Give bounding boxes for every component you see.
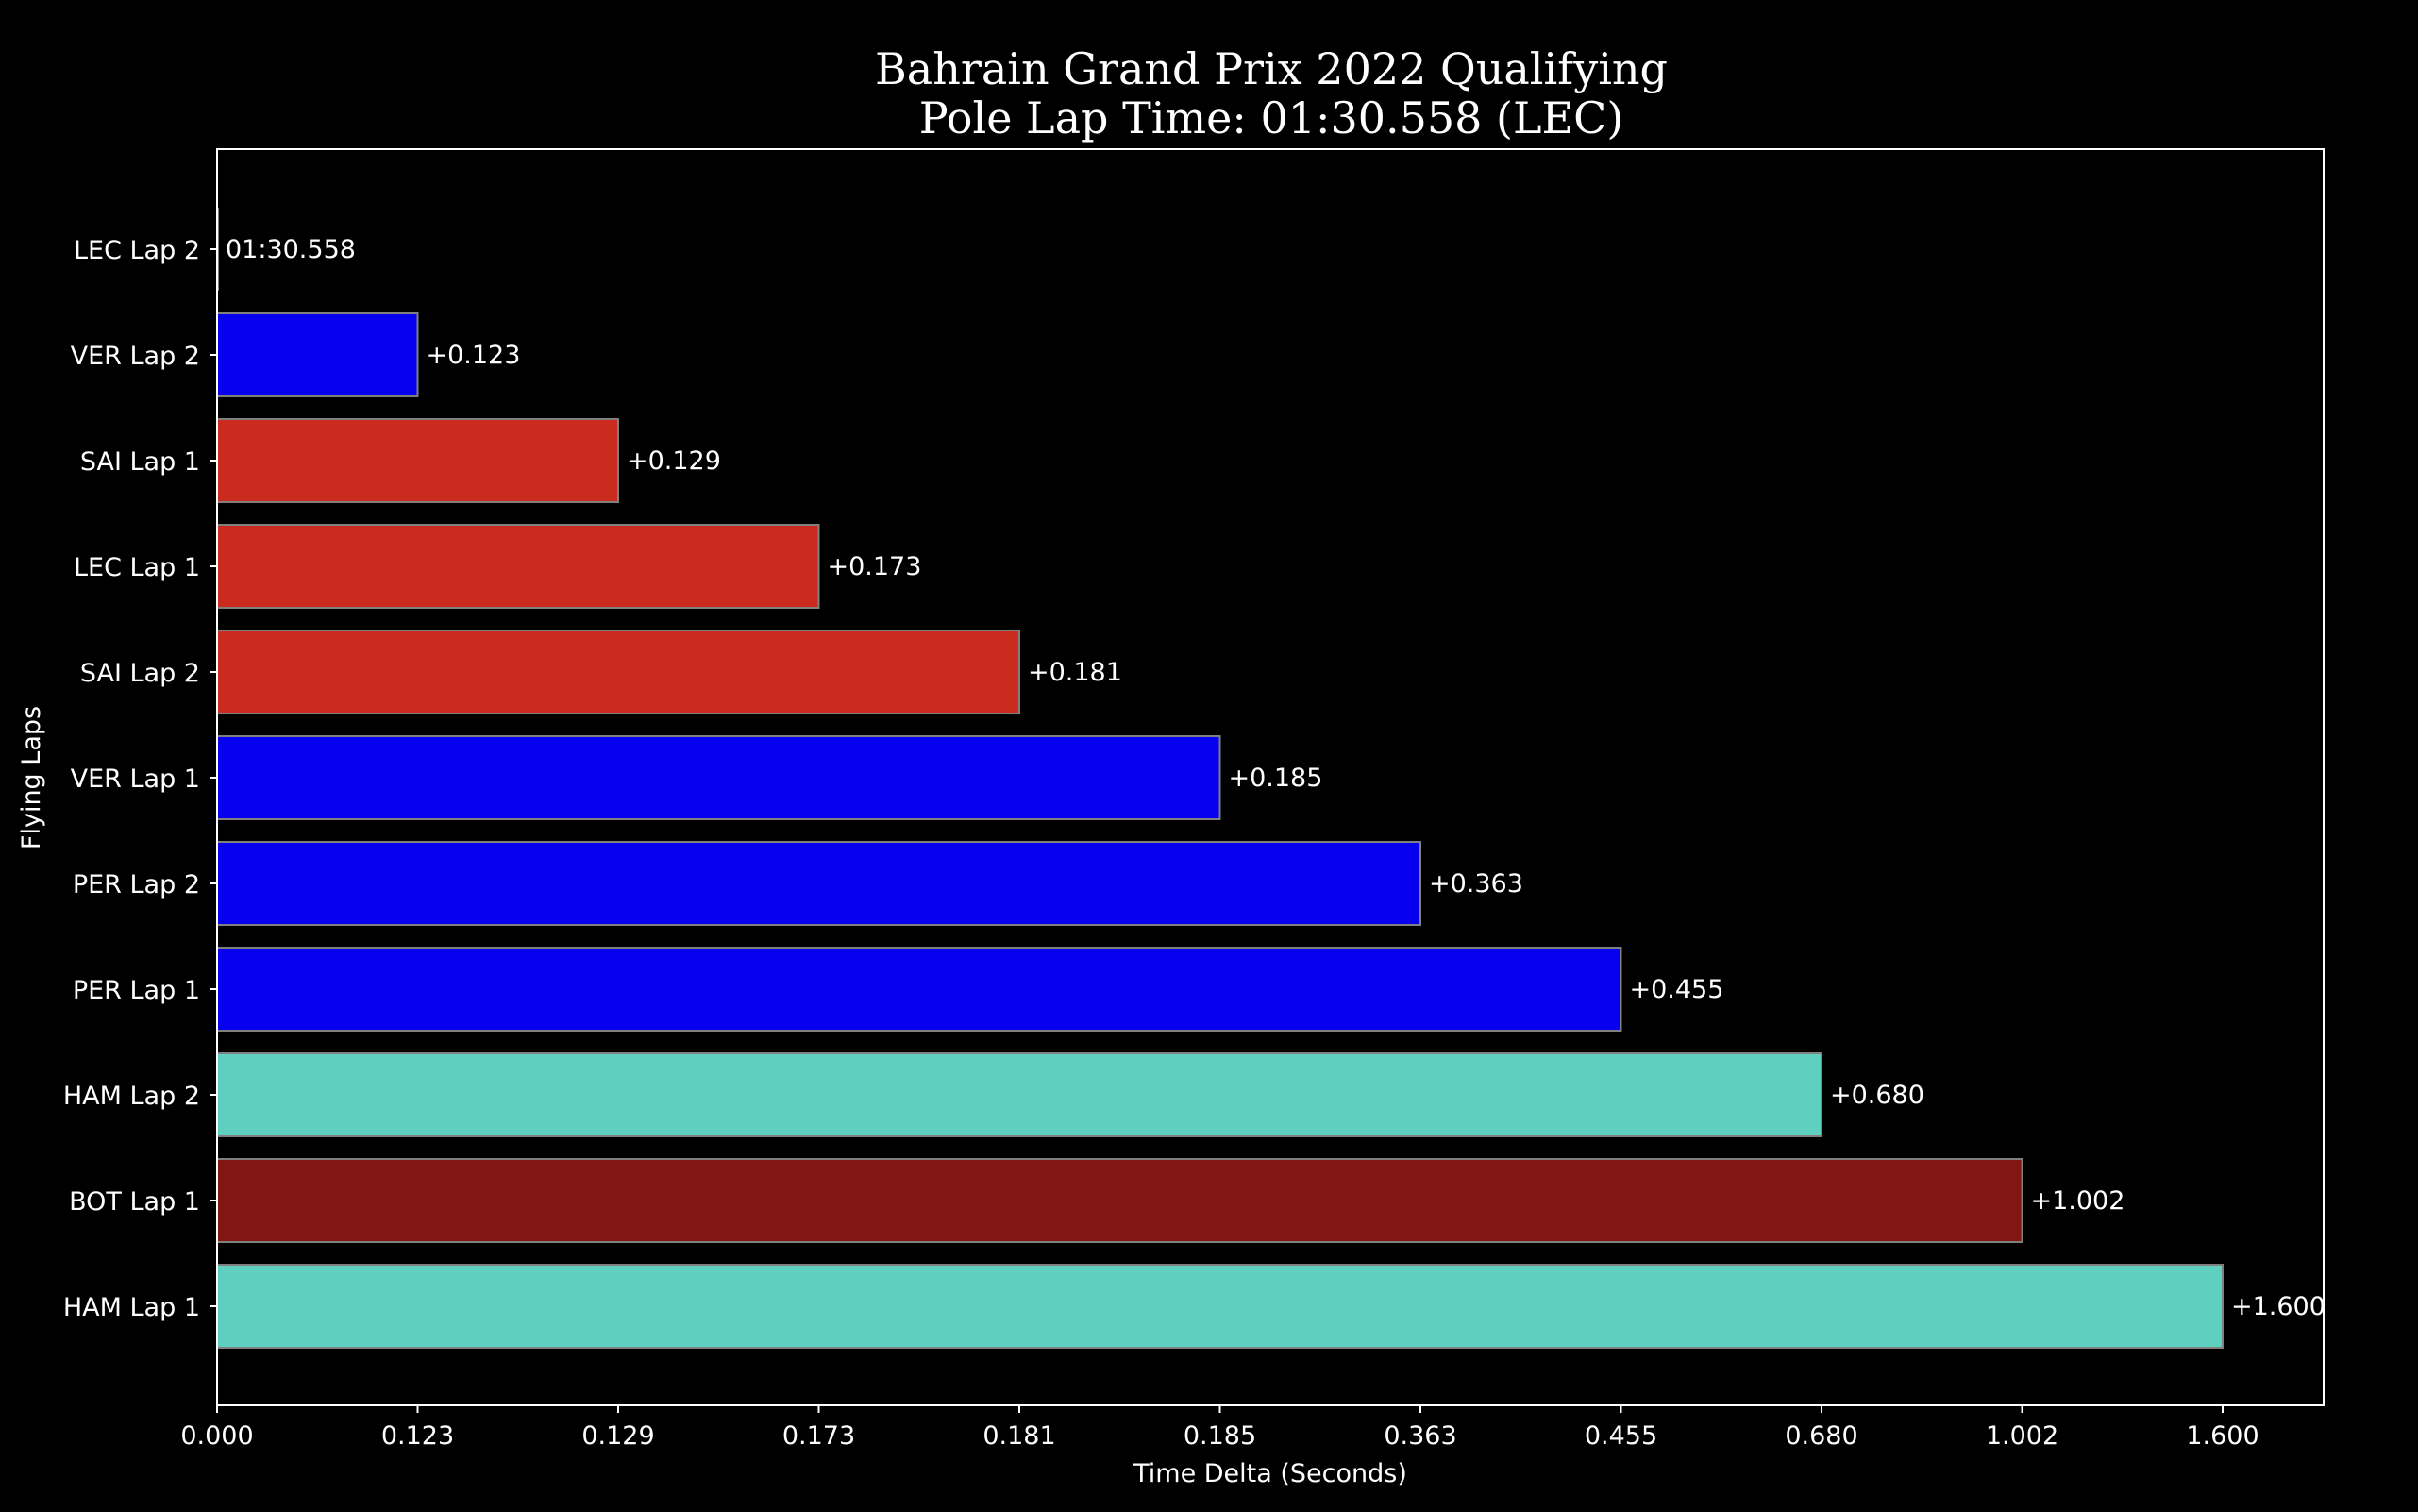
data-label: +1.600 — [2231, 1292, 2326, 1321]
bar-2 — [216, 418, 619, 503]
y-tick-label: BOT Lap 1 — [69, 1187, 200, 1217]
bar-5 — [216, 735, 1221, 820]
data-label: +0.363 — [1429, 869, 1523, 899]
chart-title: Bahrain Grand Prix 2022 Qualifying — [875, 43, 1668, 94]
data-label: +0.680 — [1830, 1081, 1924, 1110]
y-tick-label: VER Lap 1 — [71, 764, 200, 794]
x-tick-label: 0.185 — [1184, 1421, 1256, 1451]
y-tick-label: LEC Lap 1 — [74, 553, 200, 582]
bar-9 — [216, 1158, 2023, 1243]
bars-group — [216, 208, 2224, 1349]
x-tick-label: 1.002 — [1986, 1421, 2058, 1451]
x-tick-label: 1.600 — [2186, 1421, 2258, 1451]
y-axis-label: Flying Laps — [17, 706, 46, 849]
data-label: 01:30.558 — [226, 235, 356, 264]
y-tick-label: PER Lap 1 — [73, 976, 200, 1005]
bar-1 — [216, 312, 419, 397]
bar-4 — [216, 630, 1020, 714]
y-tick-label: SAI Lap 1 — [80, 447, 200, 477]
data-label: +0.129 — [627, 446, 721, 476]
x-tick-label: 0.181 — [982, 1421, 1055, 1451]
chart-subtitle: Pole Lap Time: 01:30.558 (LEC) — [919, 92, 1624, 143]
data-label: +0.173 — [828, 552, 922, 581]
x-tick-label: 0.173 — [782, 1421, 855, 1451]
data-label: +0.455 — [1630, 975, 1724, 1004]
data-labels: 01:30.558 +0.123 +0.129 +0.173 +0.181 +0.185 +… — [226, 235, 2326, 1321]
bar-3 — [216, 524, 820, 609]
bar-7 — [216, 947, 1622, 1032]
data-label: +0.181 — [1028, 658, 1122, 687]
bar-6 — [216, 841, 1421, 926]
data-label: +0.185 — [1229, 764, 1323, 793]
y-tick-label: SAI Lap 2 — [80, 659, 200, 688]
x-tick-label: 0.680 — [1785, 1421, 1857, 1451]
x-axis-label: Time Delta (Seconds) — [1133, 1459, 1407, 1488]
x-tick-label: 0.363 — [1384, 1421, 1456, 1451]
y-axis-ticks: LEC Lap 2 VER Lap 2 SAI Lap 1 LEC Lap 1 SAI … — [63, 236, 217, 1322]
x-tick-label: 0.455 — [1585, 1421, 1657, 1451]
data-label: +0.123 — [427, 341, 521, 370]
plot-frame — [216, 148, 2325, 1406]
x-tick-label: 0.123 — [381, 1421, 454, 1451]
data-label: +1.002 — [2031, 1186, 2125, 1216]
x-tick-label: 0.129 — [581, 1421, 654, 1451]
bar-10 — [216, 1264, 2224, 1349]
y-tick-label: HAM Lap 1 — [63, 1293, 200, 1322]
bar-8 — [216, 1052, 1822, 1137]
x-axis-ticks: 0.000 0.123 0.129 0.173 0.181 0.185 0.363 0.455… — [180, 1405, 2259, 1451]
y-tick-label: LEC Lap 2 — [74, 236, 200, 265]
x-tick-label: 0.000 — [180, 1421, 253, 1451]
y-tick-label: PER Lap 2 — [73, 870, 200, 899]
y-tick-label: HAM Lap 2 — [63, 1082, 200, 1111]
y-tick-label: VER Lap 2 — [71, 342, 200, 371]
